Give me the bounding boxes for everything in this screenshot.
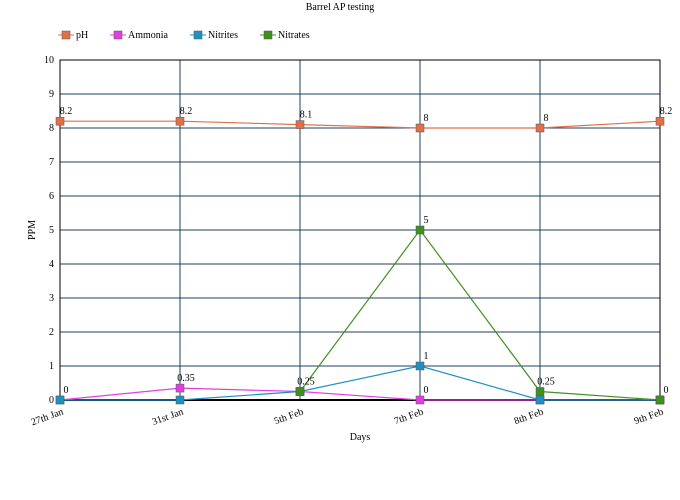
y-tick-label: 3 (49, 293, 54, 304)
series-line (60, 365, 660, 401)
y-tick-label: 6 (49, 191, 54, 202)
data-point (535, 395, 545, 405)
legend-marker (193, 30, 203, 40)
data-point (535, 387, 545, 396)
data-point (55, 395, 65, 405)
y-tick-label: 7 (49, 157, 54, 168)
y-tick-label: 9 (49, 89, 54, 100)
data-label: 0 (664, 385, 669, 396)
data-point (55, 116, 65, 126)
data-point (175, 116, 185, 126)
data-point (415, 361, 425, 371)
y-tick-label: 1 (49, 361, 54, 372)
series-line (299, 228, 661, 401)
x-axis-label: Days (350, 432, 371, 443)
y-tick-label: 2 (49, 327, 54, 338)
data-label: 0.25 (537, 377, 555, 388)
y-tick-label: 10 (44, 55, 54, 66)
data-label: 8.2 (60, 106, 73, 117)
data-point (295, 387, 305, 396)
legend-label: Nitrates (278, 30, 310, 41)
data-point (295, 120, 305, 129)
data-point (655, 116, 665, 126)
x-tick-label: 9th Feb (633, 406, 665, 427)
x-tick-label: 8th Feb (513, 406, 545, 427)
data-label: 8 (424, 113, 429, 124)
chart-title: Barrel AP testing (306, 2, 375, 13)
data-point (415, 123, 425, 133)
y-tick-label: 0 (49, 395, 54, 406)
data-label: 1 (424, 351, 429, 362)
legend-label: Nitrites (208, 30, 238, 41)
data-label: 8.1 (300, 110, 313, 121)
legend-label: pH (76, 30, 88, 41)
legend-marker (263, 30, 273, 40)
data-point (535, 123, 545, 133)
series-line (60, 120, 661, 129)
data-point (415, 395, 425, 405)
x-tick-label: 31st Jan (151, 406, 185, 427)
data-label: 0.25 (297, 377, 315, 388)
data-point (415, 225, 425, 235)
data-label: 8.2 (660, 106, 673, 117)
legend-marker (113, 30, 123, 40)
y-tick-label: 5 (49, 225, 54, 236)
data-label: 5 (424, 215, 429, 226)
data-label: 8 (544, 113, 549, 124)
legend-marker (61, 30, 71, 40)
y-tick-label: 8 (49, 123, 54, 134)
data-label: 0.35 (177, 373, 195, 384)
y-tick-label: 4 (49, 259, 54, 270)
y-axis-label: PPM (27, 220, 38, 240)
data-label: 8.2 (180, 106, 193, 117)
data-label: 0 (424, 385, 429, 396)
data-point (175, 383, 185, 393)
x-tick-label: 5th Feb (273, 406, 305, 427)
data-point (655, 395, 665, 405)
x-tick-label: 27th Jan (30, 406, 65, 428)
x-tick-label: 7th Feb (393, 406, 425, 427)
data-label: 0 (64, 385, 69, 396)
legend-label: Ammonia (128, 30, 169, 41)
data-point (175, 395, 185, 405)
